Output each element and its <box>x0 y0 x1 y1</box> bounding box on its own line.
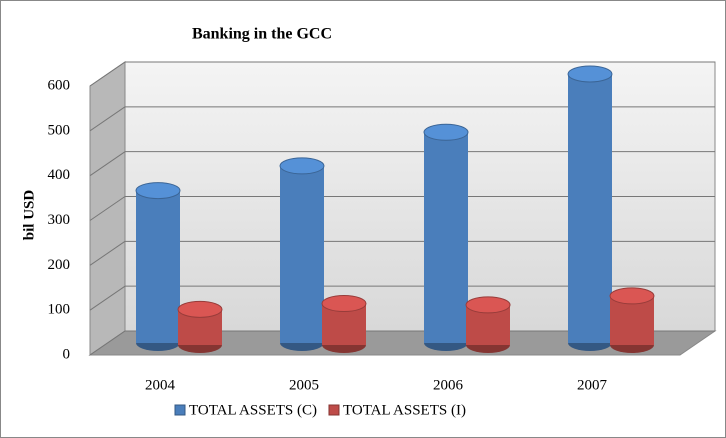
y-tick-label: 100 <box>48 302 71 318</box>
y-tick-label: 300 <box>48 212 71 228</box>
x-tick-label: 2007 <box>577 377 608 393</box>
cylinder-top <box>609 287 655 305</box>
cylinder-top <box>135 182 181 200</box>
grid-line <box>89 151 126 177</box>
cylinder-top <box>567 65 613 83</box>
grid-line <box>89 240 126 266</box>
cylinder-top <box>177 300 223 318</box>
y-tick-label: 500 <box>48 122 71 138</box>
y-tick-label: 200 <box>48 257 71 273</box>
grid-line <box>89 61 126 87</box>
grid-line <box>89 330 126 356</box>
x-tick-label: 2006 <box>433 377 464 393</box>
bar-shade <box>280 165 324 343</box>
x-tick-label: 2005 <box>289 377 319 393</box>
legend-swatch <box>174 404 186 416</box>
legend-label: TOTAL ASSETS (C) <box>189 402 317 418</box>
grid-line <box>89 106 126 132</box>
y-tick-label: 600 <box>48 77 71 93</box>
cylinder-top <box>321 295 367 313</box>
chart-title: Banking in the GCC <box>192 26 332 43</box>
grid-line <box>89 285 126 311</box>
y-tick-label: 0 <box>63 346 71 362</box>
legend-swatch <box>328 404 340 416</box>
cylinder-top <box>465 296 511 314</box>
y-axis-label: bil USD <box>21 190 37 241</box>
bar-shade <box>568 74 612 343</box>
bar-shade <box>424 132 468 343</box>
bar-shade <box>136 190 180 343</box>
cylinder-top <box>279 157 325 175</box>
grid-line <box>89 196 126 221</box>
x-tick-label: 2004 <box>145 377 176 393</box>
y-tick-label: 400 <box>48 167 71 183</box>
cylinder-top <box>423 123 469 141</box>
legend-label: TOTAL ASSETS (I) <box>343 402 466 418</box>
